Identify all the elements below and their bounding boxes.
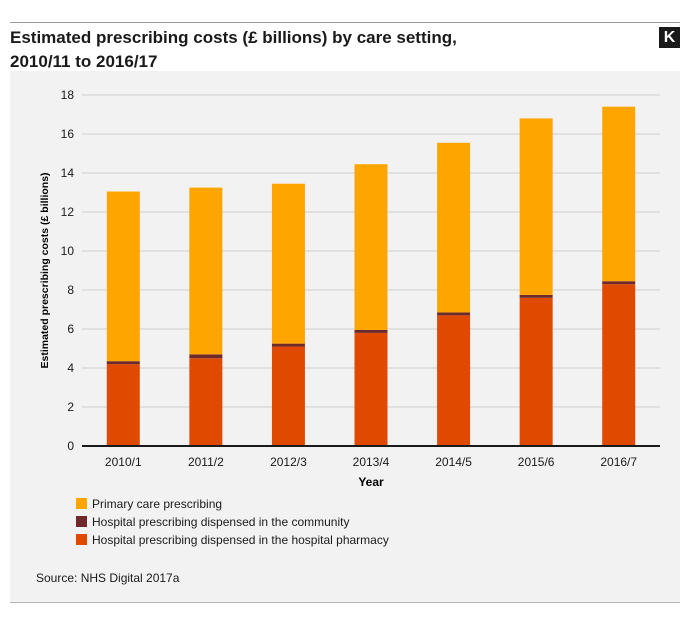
- bar-segment: [189, 358, 223, 446]
- bar-segment: [354, 164, 388, 330]
- x-tick-label: 2015/6: [518, 455, 555, 469]
- source-note: Source: NHS Digital 2017a: [36, 571, 180, 585]
- y-axis-label: Estimated prescribing costs (£ billions): [39, 172, 51, 368]
- y-tick-label: 12: [61, 205, 75, 219]
- x-tick-label: 2016/7: [600, 455, 637, 469]
- x-tick-label: 2011/2: [188, 455, 224, 469]
- bar-segment: [602, 281, 636, 285]
- y-tick-label: 4: [67, 361, 74, 375]
- bar-segment: [519, 294, 553, 298]
- legend-label: Primary care prescribing: [92, 497, 223, 511]
- x-tick-label: 2010/1: [105, 455, 142, 469]
- x-tick-label: 2014/5: [435, 455, 472, 469]
- y-tick-label: 6: [67, 322, 74, 336]
- bar-segment: [602, 106, 636, 282]
- legend-label: Hospital prescribing dispensed in the co…: [92, 515, 350, 529]
- y-tick-label: 8: [67, 283, 74, 297]
- y-tick-label: 18: [61, 88, 75, 102]
- chart-title-line2: 2010/11 to 2016/17: [10, 52, 158, 71]
- bar-segment: [271, 183, 305, 344]
- bar-segment: [106, 191, 140, 362]
- y-tick-labels: 0 2 4 6 8 10 12 14 16 18: [61, 88, 75, 453]
- bar-segment: [437, 312, 471, 316]
- x-axis-label: Year: [358, 475, 384, 489]
- y-tick-label: 10: [61, 244, 75, 258]
- bar-segment: [519, 118, 553, 295]
- bar-segment: [354, 332, 388, 446]
- bar-segment: [106, 364, 140, 446]
- x-tick-labels: 2010/1 2011/2 2012/3 2013/4 2014/5 2015/6 2016…: [105, 455, 637, 469]
- bar-segment: [189, 187, 223, 355]
- x-tick-label: 2012/3: [270, 455, 307, 469]
- bar-segment: [354, 329, 388, 333]
- legend-label: Hospital prescribing dispensed in the ho…: [92, 533, 389, 547]
- chart-title-line1: Estimated prescribing costs (£ billions)…: [10, 28, 457, 47]
- bar-segment: [437, 142, 471, 313]
- bars: [106, 106, 636, 446]
- legend-swatch: [76, 516, 87, 527]
- y-tick-label: 14: [61, 166, 75, 180]
- bar-segment: [519, 297, 553, 446]
- legend-swatch: [76, 498, 87, 509]
- legend-swatch: [76, 534, 87, 545]
- y-tick-label: 16: [61, 127, 75, 141]
- bar-segment: [602, 284, 636, 446]
- y-tick-label: 0: [67, 439, 74, 453]
- chart-title: Estimated prescribing costs (£ billions)…: [10, 26, 610, 74]
- y-tick-label: 2: [67, 400, 74, 414]
- bar-segment: [189, 354, 223, 359]
- x-tick-label: 2013/4: [353, 455, 390, 469]
- bar-segment: [437, 315, 471, 446]
- bar-segment: [271, 346, 305, 446]
- bar-segment: [271, 343, 305, 347]
- bar-segment: [106, 361, 140, 365]
- kings-fund-logo: K: [659, 27, 680, 48]
- top-rule: [10, 22, 680, 23]
